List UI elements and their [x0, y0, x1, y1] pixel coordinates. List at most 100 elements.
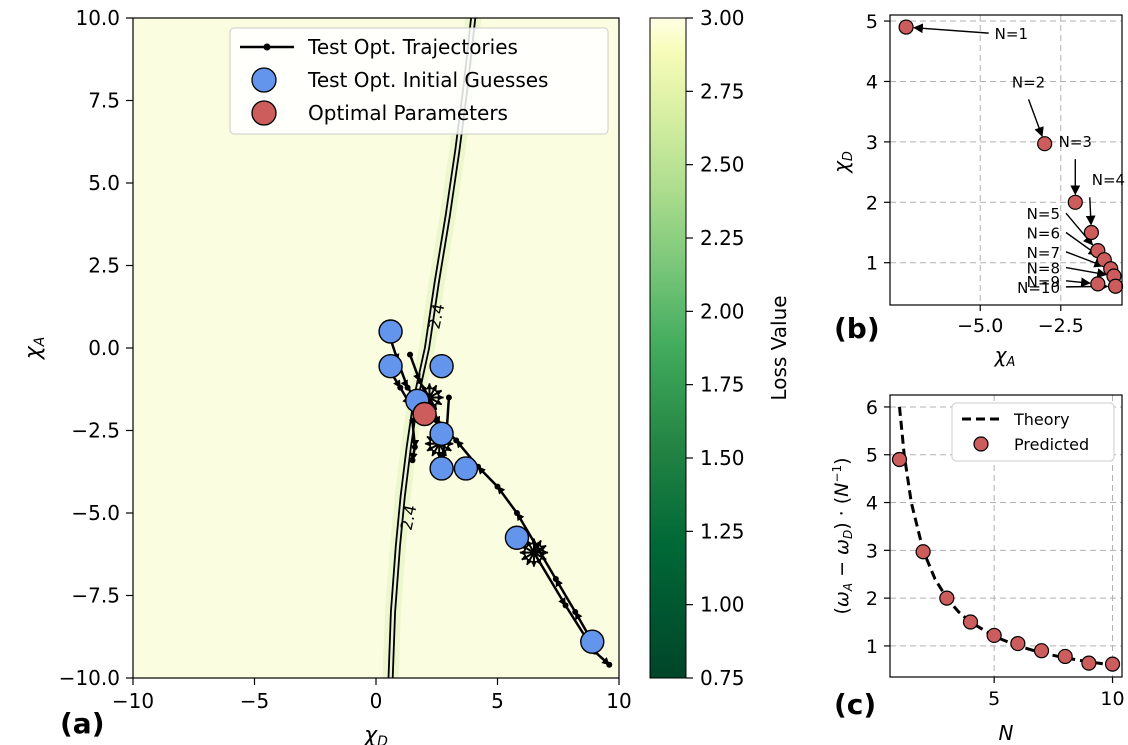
b-ytick-label-2: 3 — [866, 132, 878, 154]
cbar-tick-label-3: 1.50 — [700, 446, 745, 470]
annotation-label-8: N=9 — [1027, 273, 1060, 291]
trajectory-step-0-1 — [397, 384, 404, 391]
panel-a-heatmap: −10 −5 0 5 10 −10.0 −7.5 −5.0 −2.5 0.0 2.5 5.0 7.5 1… — [21, 6, 632, 745]
panel-c-y-ticks: 1 2 3 4 5 6 — [866, 397, 890, 658]
burst-arrow-0-2 — [428, 397, 438, 411]
burst-arrow-0-11 — [428, 389, 443, 399]
cbar-tick-label-8: 2.75 — [700, 79, 745, 103]
burst-arrow-1-1 — [533, 551, 547, 561]
colorbar-ticks: 0.75 1.00 1.25 1.50 1.75 2.00 2.25 2.50 2.75 3.00 — [686, 6, 745, 690]
cbar-tick-label-6: 2.25 — [700, 226, 745, 250]
legend-predicted-label: Predicted — [1014, 435, 1089, 454]
panel-c-series — [891, 406, 1121, 672]
panel-b-plot-area — [890, 15, 1122, 305]
panel-b-points — [898, 19, 1124, 294]
legend-optimal-label: Optimal Parameters — [308, 101, 508, 125]
a-ytick-label-7: 7.5 — [88, 89, 120, 113]
trajectory-step-2-1 — [562, 602, 569, 609]
trajectory-step-1-5 — [494, 483, 501, 490]
c-xtick-label-0: 5 — [988, 688, 1000, 710]
colorbar-gradient — [649, 17, 687, 679]
trajectory-step-5-1 — [411, 444, 418, 450]
b-point-1 — [1037, 136, 1053, 152]
burst-arrow-2-4 — [431, 443, 441, 457]
a-ytick-label-2: −5.0 — [71, 501, 120, 525]
panel-b-x-ticks: −5.0 −2.5 — [957, 305, 1084, 337]
panel-a-x-ticks: −10 −5 0 5 10 — [112, 678, 632, 713]
cbar-tick-label-2: 1.25 — [700, 519, 745, 543]
c-ytick-label-1: 2 — [866, 588, 878, 610]
burst-arrow-1-10 — [533, 539, 542, 554]
panel-b-y-label: χD — [829, 151, 856, 174]
burst-arrow-0-10 — [428, 384, 438, 398]
legend-box — [229, 27, 609, 135]
c-ytick-label-3: 4 — [866, 493, 878, 515]
a-ytick-label-4: 0.0 — [88, 336, 120, 360]
a-xtick-label-2: 0 — [370, 689, 383, 713]
panel-b-y-ticks: 1 2 3 4 5 — [866, 11, 890, 275]
initial-guess-marker-1 — [378, 353, 403, 379]
annotation-label-3: N=4 — [1092, 171, 1125, 189]
annotation-label-4: N=5 — [1027, 205, 1060, 223]
c-ytick-label-2: 3 — [866, 540, 878, 562]
initial-guess-marker-8 — [580, 629, 605, 654]
c-ytick-label-0: 1 — [866, 636, 878, 658]
b-ytick-label-1: 2 — [866, 192, 878, 214]
legend-trajectory-dot — [263, 43, 271, 51]
legend-optimal-marker — [251, 100, 277, 126]
panel-b-frame — [889, 14, 1123, 306]
annotation-label-9: N=10 — [1017, 279, 1060, 297]
panel-a-legend: Test Opt. Trajectories Test Opt. Initial… — [229, 27, 609, 135]
initial-guess-marker-4 — [429, 421, 454, 446]
cbar-tick-label-5: 2.00 — [700, 299, 745, 323]
predicted-point-2 — [939, 590, 955, 606]
initial-guess-marker-5 — [429, 456, 454, 481]
burst-arrow-0-1 — [428, 396, 443, 406]
trajectory-step-3-1 — [416, 378, 423, 384]
initial-guess-marker-7 — [504, 525, 530, 550]
annotation-arrow-6 — [1065, 251, 1105, 268]
predicted-point-3 — [962, 614, 979, 630]
annotation-label-2: N=3 — [1059, 133, 1092, 151]
panel-a-x-label: χD — [363, 723, 388, 745]
legend-trajectory-label: Test Opt. Trajectories — [307, 35, 518, 59]
predicted-point-0 — [891, 451, 908, 468]
burst-arrow-1-4 — [526, 552, 535, 566]
colorbar: 0.75 1.00 1.25 1.50 1.75 2.00 2.25 2.50 2.75 3.00… — [649, 6, 791, 690]
panel-b-label: (b) — [834, 312, 880, 345]
a-ytick-label-1: −7.5 — [71, 584, 120, 608]
b-point-3 — [1083, 224, 1099, 241]
trajectory-step-1-4 — [513, 510, 520, 516]
trajectory-step-4-0 — [445, 394, 452, 401]
panel-a-y-label: χA — [21, 337, 48, 361]
panel-c-legend: Theory Predicted — [951, 402, 1115, 462]
a-ytick-label-8: 10.0 — [75, 6, 120, 30]
burst-arrow-1-2 — [533, 552, 542, 566]
cbar-tick-label-4: 1.75 — [700, 373, 745, 397]
legend-theory-label: Theory — [1013, 410, 1070, 429]
initial-guess-marker-0 — [378, 319, 403, 344]
predicted-point-6 — [1033, 643, 1050, 659]
annotation-label-5: N=6 — [1027, 225, 1060, 243]
panel-b-annotations: N=1 N=2 N=3 N=4 N=5 N=6N=7N=8N=9N=10 — [913, 23, 1125, 297]
burst-arrow-1-5 — [521, 551, 535, 561]
annotation-arrow-1 — [1027, 99, 1044, 138]
trajectory-step-2-3 — [606, 661, 613, 668]
trajectory-step-1-1 — [572, 609, 579, 615]
panel-b-x-label: χA — [994, 343, 1016, 370]
annotation-label-1: N=2 — [1012, 73, 1045, 91]
annotation-label-0: N=1 — [995, 25, 1028, 43]
panel-c-label: (c) — [834, 688, 876, 721]
annotation-arrow-0 — [913, 23, 989, 34]
c-xtick-label-1: 10 — [1100, 688, 1124, 710]
initial-guess-marker-2 — [429, 353, 454, 379]
a-ytick-label-6: 5.0 — [88, 171, 120, 195]
panel-c-x-ticks: 5 10 — [988, 677, 1125, 710]
trajectory-step-5-2 — [409, 457, 416, 464]
a-ytick-label-5: 2.5 — [88, 254, 120, 278]
b-point-2 — [1067, 194, 1083, 210]
a-xtick-label-0: −10 — [112, 689, 154, 713]
trajectory-step-1-2 — [552, 576, 559, 582]
panel-a-y-ticks: −10.0 −7.5 −5.0 −2.5 0.0 2.5 5.0 7.5 10.0 — [59, 6, 133, 690]
